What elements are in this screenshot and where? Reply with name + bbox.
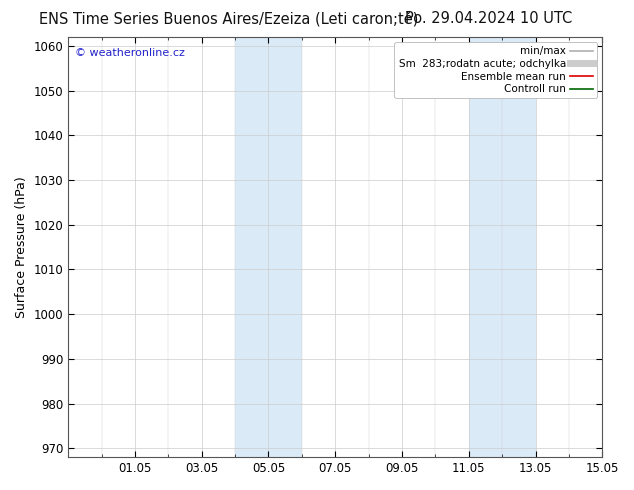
Legend: min/max, Sm  283;rodatn acute; odchylka, Ensemble mean run, Controll run: min/max, Sm 283;rodatn acute; odchylka, …: [394, 42, 597, 98]
Text: ENS Time Series Buenos Aires/Ezeiza (Leti caron;tě): ENS Time Series Buenos Aires/Ezeiza (Let…: [39, 11, 418, 26]
Bar: [235, 37, 302, 457]
Text: © weatheronline.cz: © weatheronline.cz: [75, 48, 184, 57]
Bar: [469, 37, 536, 457]
Y-axis label: Surface Pressure (hPa): Surface Pressure (hPa): [15, 176, 28, 318]
Text: Po. 29.04.2024 10 UTC: Po. 29.04.2024 10 UTC: [404, 11, 572, 26]
